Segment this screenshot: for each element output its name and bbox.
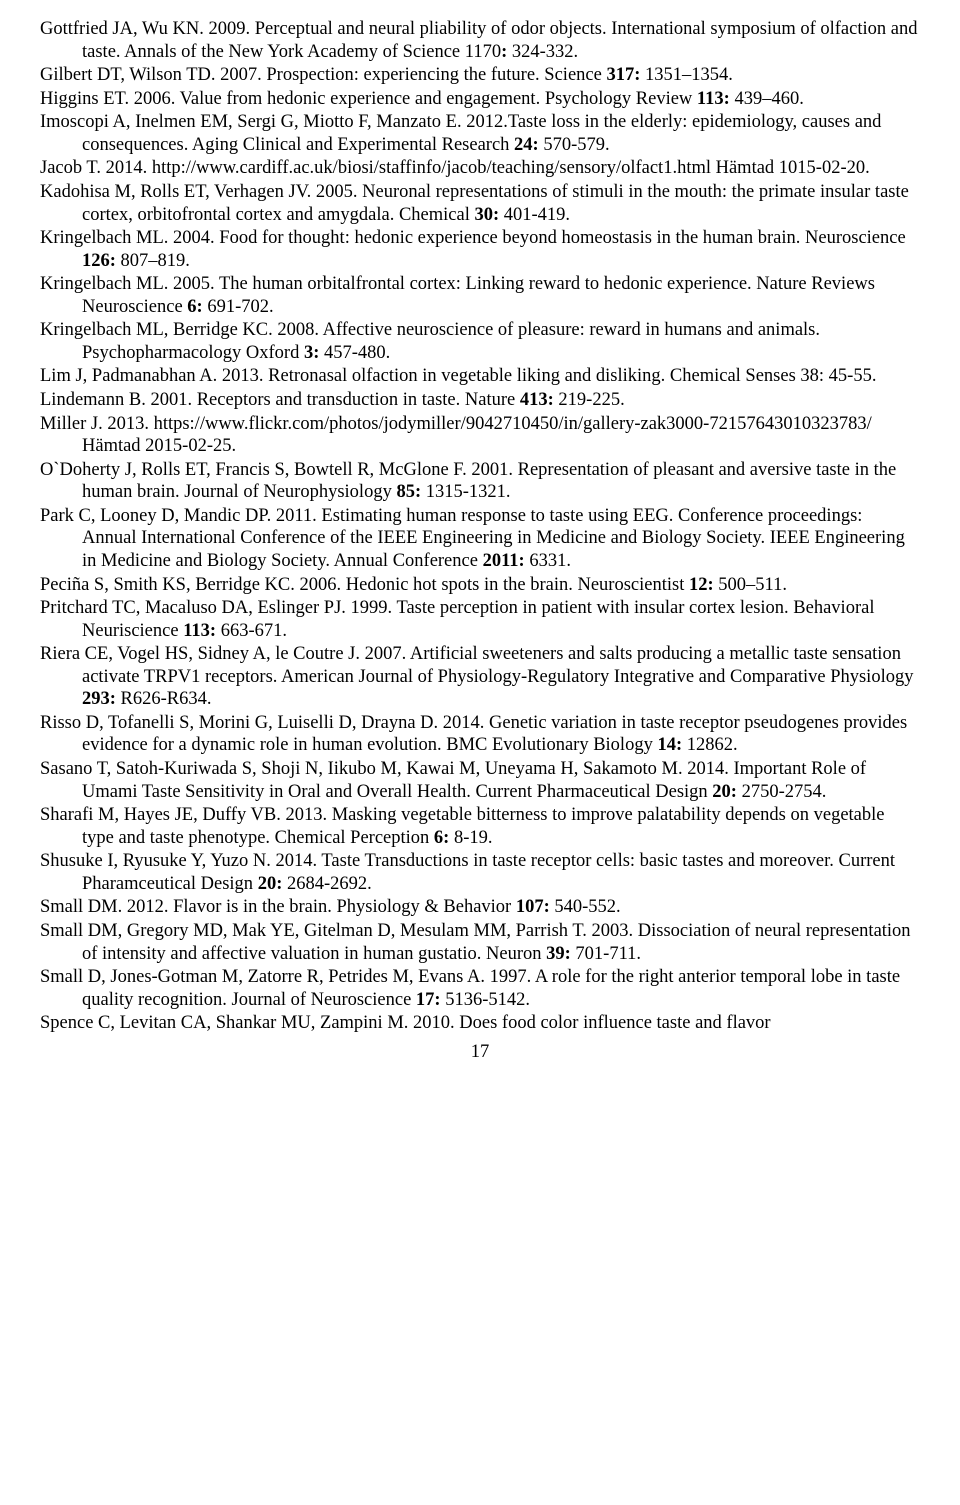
reference-entry: Peciña S, Smith KS, Berridge KC. 2006. H… [40, 574, 920, 597]
reference-entry: Pritchard TC, Macaluso DA, Eslinger PJ. … [40, 597, 920, 642]
reference-entry: Park C, Looney D, Mandic DP. 2011. Estim… [40, 505, 920, 573]
reference-entry: Kringelbach ML. 2004. Food for thought: … [40, 227, 920, 272]
reference-entry: Small DM. 2012. Flavor is in the brain. … [40, 896, 920, 919]
reference-entry: Small DM, Gregory MD, Mak YE, Gitelman D… [40, 920, 920, 965]
reference-entry: Riera CE, Vogel HS, Sidney A, le Coutre … [40, 643, 920, 711]
reference-entry: Kringelbach ML. 2005. The human orbitalf… [40, 273, 920, 318]
reference-entry: Small D, Jones-Gotman M, Zatorre R, Petr… [40, 966, 920, 1011]
reference-entry: Risso D, Tofanelli S, Morini G, Luiselli… [40, 712, 920, 757]
reference-entry: Gottfried JA, Wu KN. 2009. Perceptual an… [40, 18, 920, 63]
reference-entry: Imoscopi A, Inelmen EM, Sergi G, Miotto … [40, 111, 920, 156]
reference-entry: Lindemann B. 2001. Receptors and transdu… [40, 389, 920, 412]
reference-entry: Kringelbach ML, Berridge KC. 2008. Affec… [40, 319, 920, 364]
reference-entry: Lim J, Padmanabhan A. 2013. Retronasal o… [40, 365, 920, 388]
reference-entry: Miller J. 2013. https://www.flickr.com/p… [40, 413, 920, 458]
page-number: 17 [40, 1041, 920, 1064]
reference-entry: Shusuke I, Ryusuke Y, Yuzo N. 2014. Tast… [40, 850, 920, 895]
reference-entry: Jacob T. 2014. http://www.cardiff.ac.uk/… [40, 157, 920, 180]
references-list: Gottfried JA, Wu KN. 2009. Perceptual an… [40, 18, 920, 1035]
reference-entry: O`Doherty J, Rolls ET, Francis S, Bowtel… [40, 459, 920, 504]
reference-entry: Gilbert DT, Wilson TD. 2007. Prospection… [40, 64, 920, 87]
reference-entry: Kadohisa M, Rolls ET, Verhagen JV. 2005.… [40, 181, 920, 226]
reference-entry: Sasano T, Satoh-Kuriwada S, Shoji N, Iik… [40, 758, 920, 803]
reference-entry: Higgins ET. 2006. Value from hedonic exp… [40, 88, 920, 111]
reference-entry: Spence C, Levitan CA, Shankar MU, Zampin… [40, 1012, 920, 1035]
reference-entry: Sharafi M, Hayes JE, Duffy VB. 2013. Mas… [40, 804, 920, 849]
